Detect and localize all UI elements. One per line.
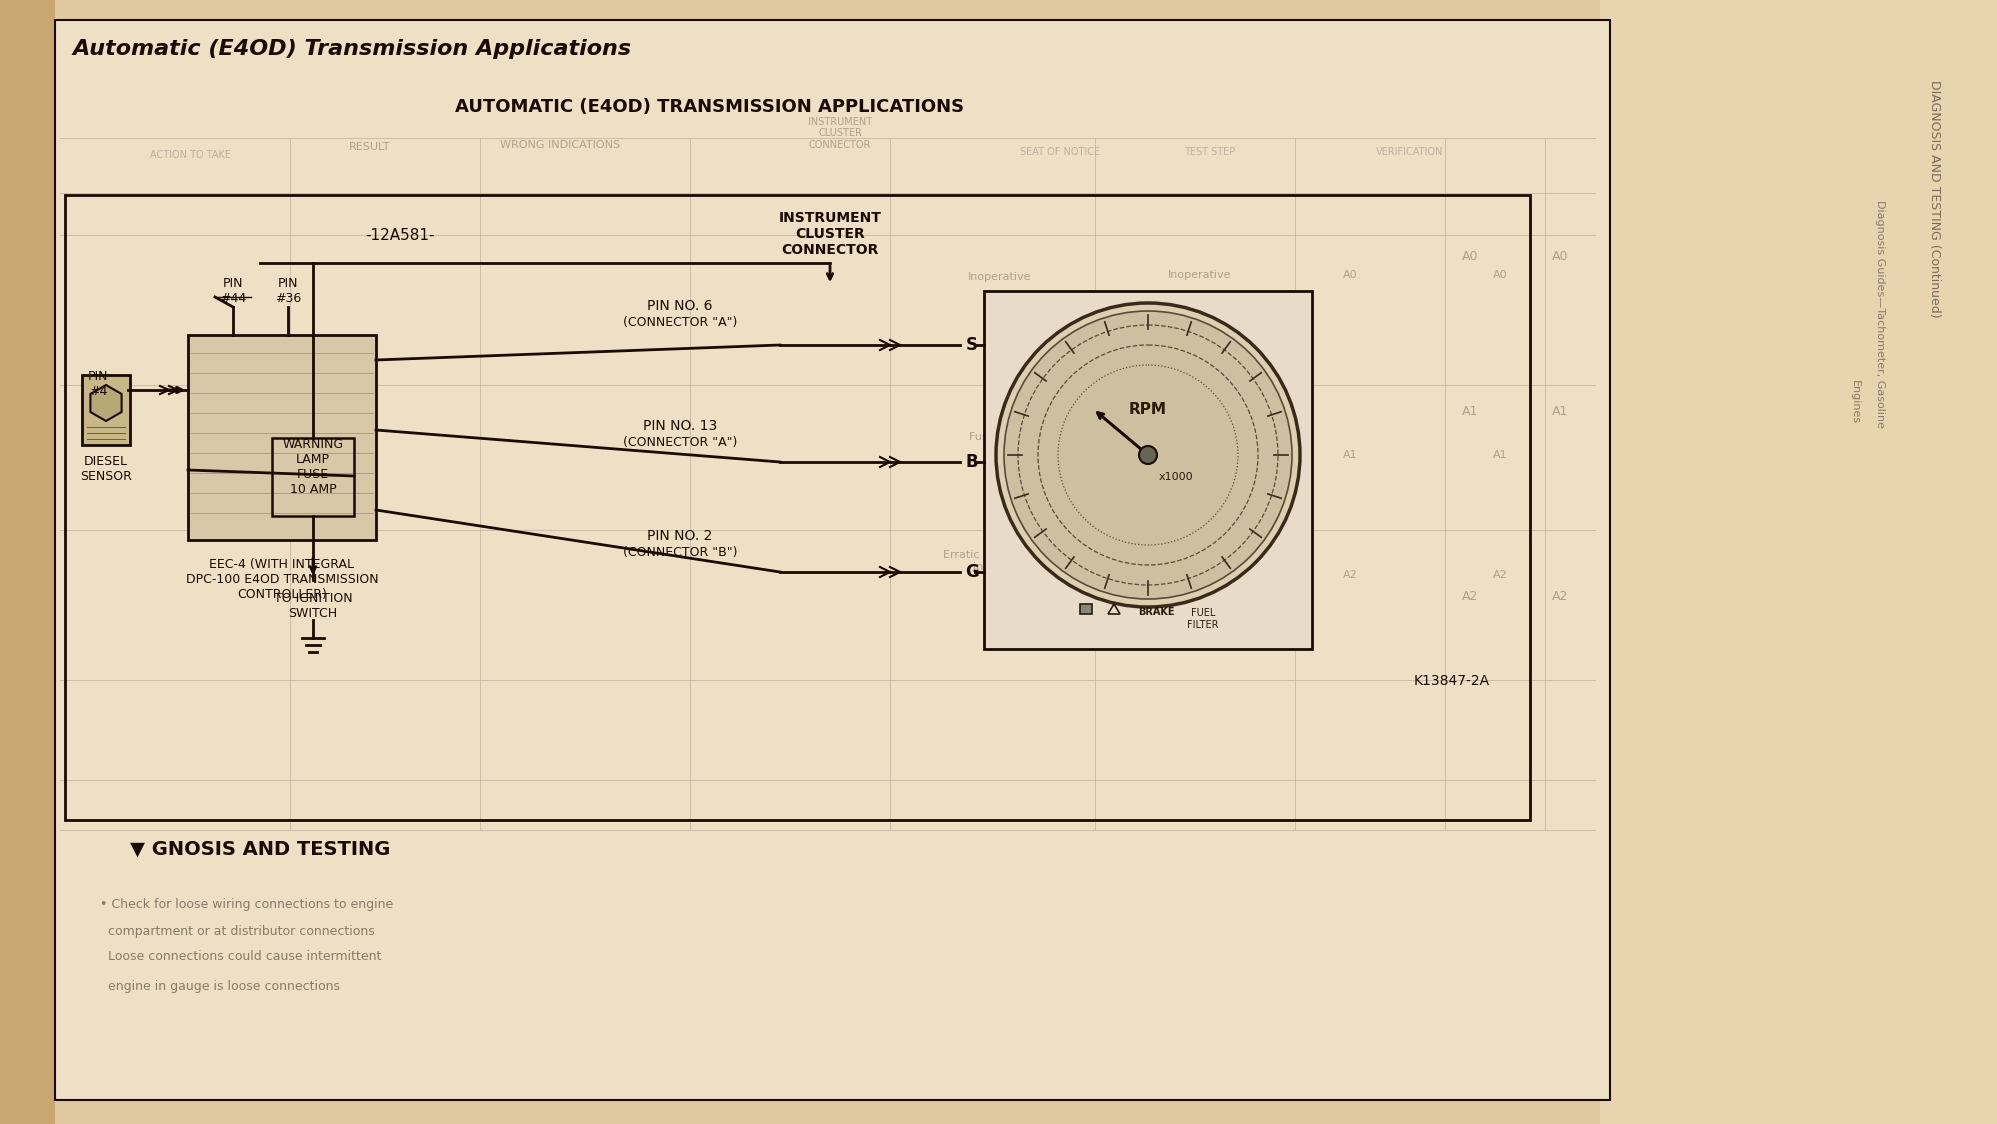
Text: G: G — [965, 563, 979, 581]
Text: compartment or at distributor connections: compartment or at distributor connection… — [100, 925, 375, 939]
Text: PIN NO. 6: PIN NO. 6 — [647, 299, 713, 312]
Text: A1: A1 — [1342, 450, 1358, 460]
Text: TO IGNITION
SWITCH: TO IGNITION SWITCH — [274, 592, 351, 620]
Text: DIAGNOSIS AND TESTING (Continued): DIAGNOSIS AND TESTING (Continued) — [1929, 80, 1941, 318]
Text: RESULT: RESULT — [349, 142, 391, 152]
Text: FUSE: FUSE — [298, 468, 330, 481]
Text: ACTION TO TAKE: ACTION TO TAKE — [150, 149, 230, 160]
Bar — [1080, 604, 1092, 614]
Text: Engines: Engines — [1849, 380, 1859, 424]
Text: CONNECTOR: CONNECTOR — [781, 243, 879, 257]
Text: A2: A2 — [1342, 570, 1358, 580]
Text: A0: A0 — [1342, 270, 1358, 280]
Text: WRONG INDICATIONS: WRONG INDICATIONS — [499, 140, 619, 149]
Bar — [188, 335, 375, 540]
Text: VERIFICATION: VERIFICATION — [1376, 147, 1444, 157]
Text: A2: A2 — [1492, 570, 1508, 580]
Bar — [1600, 0, 1997, 1124]
Bar — [985, 291, 1312, 649]
Text: TEST STEP: TEST STEP — [1184, 147, 1236, 157]
Text: PIN
#4: PIN #4 — [88, 370, 108, 398]
Text: Automatic (E4OD) Transmission Applications: Automatic (E4OD) Transmission Applicatio… — [72, 39, 631, 58]
Text: S: S — [967, 336, 979, 354]
Text: A0: A0 — [1552, 250, 1568, 263]
Bar — [56, 20, 1610, 1100]
Text: K13847-2A: K13847-2A — [1414, 674, 1490, 688]
Text: Inoperative: Inoperative — [1168, 270, 1232, 280]
Text: INSTRUMENT
CLUSTER
CONNECTOR: INSTRUMENT CLUSTER CONNECTOR — [809, 117, 873, 149]
Polygon shape — [90, 386, 122, 422]
Text: A0: A0 — [1462, 250, 1478, 263]
Text: BRAKE: BRAKE — [1138, 607, 1174, 617]
Circle shape — [1004, 311, 1292, 599]
Text: A1: A1 — [1552, 405, 1568, 418]
Text: Erratic and or wrong
indication: Erratic and or wrong indication — [943, 551, 1056, 572]
Text: PIN NO. 13: PIN NO. 13 — [643, 419, 717, 433]
Text: -12A581-: -12A581- — [365, 228, 435, 243]
Text: A1: A1 — [1492, 450, 1508, 460]
Text: LAMP: LAMP — [296, 453, 330, 466]
Text: (CONNECTOR "A"): (CONNECTOR "A") — [623, 316, 737, 329]
Text: SEAT OF NOTICE: SEAT OF NOTICE — [1020, 147, 1100, 157]
Text: A2: A2 — [1552, 590, 1568, 602]
Text: ▼ GNOSIS AND TESTING: ▼ GNOSIS AND TESTING — [130, 840, 389, 859]
Circle shape — [997, 303, 1300, 607]
Text: Loose connections could cause intermittent: Loose connections could cause intermitte… — [100, 950, 381, 963]
Text: DIESEL
SENSOR: DIESEL SENSOR — [80, 455, 132, 483]
Bar — [272, 438, 353, 516]
Text: Inoperative: Inoperative — [969, 272, 1032, 282]
Bar — [82, 375, 130, 445]
Bar — [0, 0, 56, 1124]
Text: Erratic and or wrong
indication: Erratic and or wrong indication — [1142, 565, 1256, 587]
Text: INSTRUMENT: INSTRUMENT — [779, 211, 881, 225]
Text: EEC-4 (WITH INTEGRAL
DPC-100 E4OD TRANSMISSION
CONTROLLER): EEC-4 (WITH INTEGRAL DPC-100 E4OD TRANSM… — [186, 558, 377, 601]
Text: WARNING: WARNING — [282, 438, 343, 451]
Text: PIN NO. 2: PIN NO. 2 — [647, 529, 713, 543]
Text: PIN
#36: PIN #36 — [276, 277, 302, 305]
Text: x1000: x1000 — [1158, 472, 1194, 482]
Text: A1: A1 — [1462, 405, 1478, 418]
Bar — [66, 194, 1530, 821]
Text: A2: A2 — [1462, 590, 1478, 602]
Text: • Check for loose wiring connections to engine: • Check for loose wiring connections to … — [100, 898, 393, 910]
Text: RPM: RPM — [1128, 402, 1166, 417]
Text: engine in gauge is loose connections: engine in gauge is loose connections — [100, 980, 339, 992]
Text: (CONNECTOR "B"): (CONNECTOR "B") — [623, 546, 737, 559]
Text: CLUSTER: CLUSTER — [795, 227, 865, 241]
Text: AUTOMATIC (E4OD) TRANSMISSION APPLICATIONS: AUTOMATIC (E4OD) TRANSMISSION APPLICATIO… — [455, 98, 965, 116]
Text: PIN
#44: PIN #44 — [220, 277, 246, 305]
Text: (CONNECTOR "A"): (CONNECTOR "A") — [623, 436, 737, 448]
Text: Fuse blown: Fuse blown — [1168, 450, 1230, 460]
Text: FUEL
FILTER: FUEL FILTER — [1188, 608, 1218, 629]
Text: Fuse blown: Fuse blown — [969, 432, 1030, 442]
Text: 10 AMP: 10 AMP — [290, 483, 335, 496]
Text: A0: A0 — [1492, 270, 1508, 280]
Text: B: B — [967, 453, 979, 471]
Circle shape — [1138, 446, 1156, 464]
Text: Diagnosis Guides—Tachometer, Gasoline: Diagnosis Guides—Tachometer, Gasoline — [1875, 200, 1885, 428]
